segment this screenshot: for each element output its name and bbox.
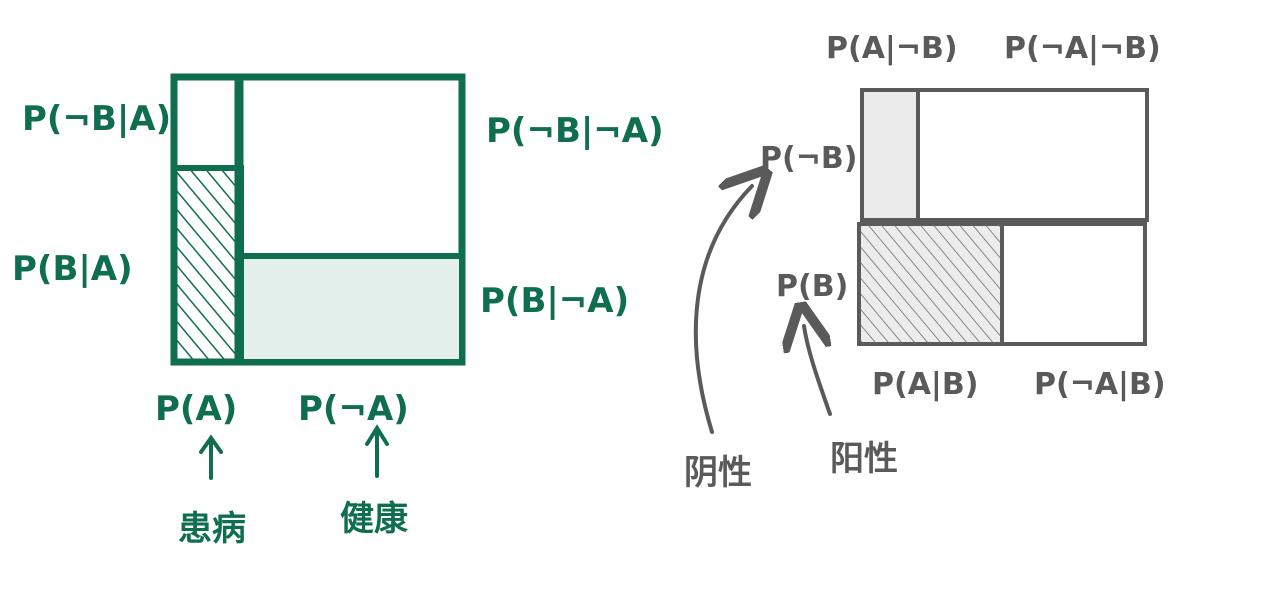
label-positive: 阳性 — [830, 439, 898, 479]
label-p-notb-given-nota: P(¬B|¬A) — [486, 111, 664, 151]
label-p-b-given-a: P(B|A) — [12, 249, 133, 289]
label-p-b-given-nota: P(B|¬A) — [480, 281, 629, 321]
label-p-nota-given-notb: P(¬A|¬B) — [1004, 31, 1161, 66]
right-region-a-given-b-hatch — [859, 224, 1002, 344]
label-sick: 患病 — [178, 509, 246, 549]
label-p-a-given-notb: P(A|¬B) — [826, 31, 958, 66]
right-region-nota-given-notb — [916, 88, 1149, 222]
label-p-nota: P(¬A) — [298, 389, 409, 429]
left-region-b-given-a — [171, 165, 244, 365]
label-negative: 阴性 — [684, 453, 752, 493]
label-p-notb-given-a: P(¬B|A) — [22, 99, 171, 139]
label-p-nota-given-b: P(¬A|B) — [1034, 367, 1166, 402]
right-diagram: P(A|¬B) P(¬A|¬B) P(¬B) P(B) P(A|B) P(¬A|… — [684, 31, 1166, 493]
right-region-a-given-notb — [860, 88, 920, 222]
label-p-a: P(A) — [155, 389, 237, 429]
right-region-nota-given-b — [1000, 222, 1147, 346]
arrow-negative-to-notb-icon — [693, 186, 752, 434]
arrow-positive-to-b-icon — [804, 326, 832, 416]
label-p-a-given-b: P(A|B) — [872, 367, 978, 402]
label-p-b: P(B) — [776, 269, 848, 304]
left-diagram: P(¬B|A) P(B|A) P(¬B|¬A) P(B|¬A) P(A) P(¬… — [12, 73, 664, 549]
label-healthy: 健康 — [340, 499, 408, 539]
label-p-notb: P(¬B) — [760, 141, 857, 176]
arrow-up-sick-icon — [199, 434, 223, 480]
left-region-b-given-nota — [238, 253, 465, 365]
arrow-up-healthy-icon — [365, 424, 389, 478]
